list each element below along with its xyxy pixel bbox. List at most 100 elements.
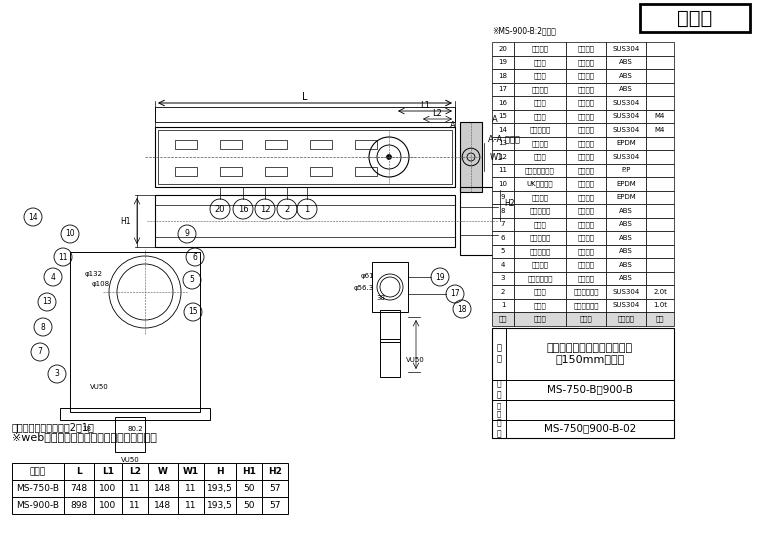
Text: 13: 13 [498,140,508,146]
Bar [94,463,122,480]
Text: 12: 12 [260,204,270,214]
Bar [646,123,674,136]
Text: アイドラー: アイドラー [530,248,551,254]
Text: MS-750-B・900-B: MS-750-B・900-B [547,385,633,395]
Text: 57: 57 [269,501,281,510]
Text: 品
名: 品 名 [497,344,502,363]
Bar [175,140,197,148]
Bar [155,107,455,122]
Text: 品
番: 品 番 [497,380,502,399]
Bar [606,190,646,204]
Text: 10: 10 [66,230,75,238]
Text: 8: 8 [501,208,505,214]
Text: W: W [158,467,168,476]
Text: SUS304: SUS304 [612,302,640,308]
Text: MS-750-B: MS-750-B [16,484,59,493]
Bar [514,245,566,258]
Bar [380,310,400,342]
Text: 50: 50 [243,484,255,493]
Text: VU50: VU50 [90,384,108,390]
Text: 本　体: 本 体 [534,302,546,309]
Text: 100: 100 [99,501,117,510]
Text: 部品名: 部品名 [534,315,546,322]
Text: ステレス: ステレス [577,45,594,52]
Bar [178,463,204,480]
Text: 14: 14 [498,127,508,132]
Text: 20: 20 [498,46,508,52]
Bar [566,299,606,312]
Text: 11: 11 [186,501,197,510]
Text: ABS: ABS [619,59,633,65]
Text: φ108: φ108 [92,281,110,287]
Text: 3: 3 [501,275,505,282]
Bar [122,480,148,497]
Text: 19: 19 [498,59,508,65]
Bar [606,177,646,190]
Text: SUS304: SUS304 [612,154,640,160]
Text: SUS304: SUS304 [612,113,640,119]
Text: 18: 18 [83,426,91,432]
Bar [566,177,606,190]
Text: 番号: 番号 [498,315,507,322]
Text: 3: 3 [55,369,59,379]
Bar [514,69,566,82]
Bar [606,285,646,299]
Bar [606,123,646,136]
Text: 備考: 備考 [656,315,665,322]
Text: ABS: ABS [619,235,633,241]
Text: ABS: ABS [619,221,633,227]
Bar [566,245,606,258]
Bar [646,136,674,150]
Bar [514,150,566,163]
Bar [492,299,514,312]
Text: 8: 8 [41,322,45,332]
Bar [646,217,674,231]
Text: 偏芯トラップ詳細図（2：1）: 偏芯トラップ詳細図（2：1） [12,422,95,432]
Text: ※web図面の為、等縮尺ではございません。: ※web図面の為、等縮尺ではございません。 [12,432,157,442]
Text: ワ　ン: ワ ン [534,221,546,227]
Text: L2: L2 [129,467,141,476]
Bar [460,122,482,192]
Text: 合成樹脂: 合成樹脂 [577,248,594,254]
Bar [566,231,606,245]
Bar [606,204,646,217]
Bar [566,136,606,150]
Text: 4: 4 [501,262,505,268]
Bar [640,4,750,32]
Text: 898: 898 [70,501,87,510]
Text: 裏　板: 裏 板 [534,72,546,79]
Text: 合成樹脂: 合成樹脂 [577,86,594,93]
Bar [514,177,566,190]
Text: 合成樹脂: 合成樹脂 [577,235,594,241]
Bar [12,480,64,497]
Text: 防臭ゴム: 防臭ゴム [531,194,548,200]
Bar [514,163,566,177]
Text: 6: 6 [501,235,505,241]
Text: ナット: ナット [534,113,546,120]
Bar [122,463,148,480]
Text: 1.0t: 1.0t [653,302,667,308]
Text: ステレス: ステレス [577,99,594,106]
Bar [265,140,287,148]
Bar [514,56,566,69]
Bar [646,258,674,272]
Bar [646,190,674,204]
Text: L2: L2 [433,109,442,119]
Text: SUS304: SUS304 [612,127,640,132]
Text: A: A [492,114,498,124]
Text: 寸
法: 寸 法 [497,402,501,417]
Bar [492,123,514,136]
Bar [94,480,122,497]
Bar [514,136,566,150]
Text: ステレス鋼板: ステレス鋼板 [573,289,599,295]
Bar [372,262,408,312]
Text: 15: 15 [188,307,198,316]
Bar [492,327,674,438]
Text: 57: 57 [269,484,281,493]
Bar [514,312,566,326]
Bar [566,109,606,123]
Text: 50: 50 [243,501,255,510]
Text: MS-750・900-B-02: MS-750・900-B-02 [544,423,636,433]
Text: L: L [76,467,82,476]
Text: M4: M4 [655,113,665,119]
